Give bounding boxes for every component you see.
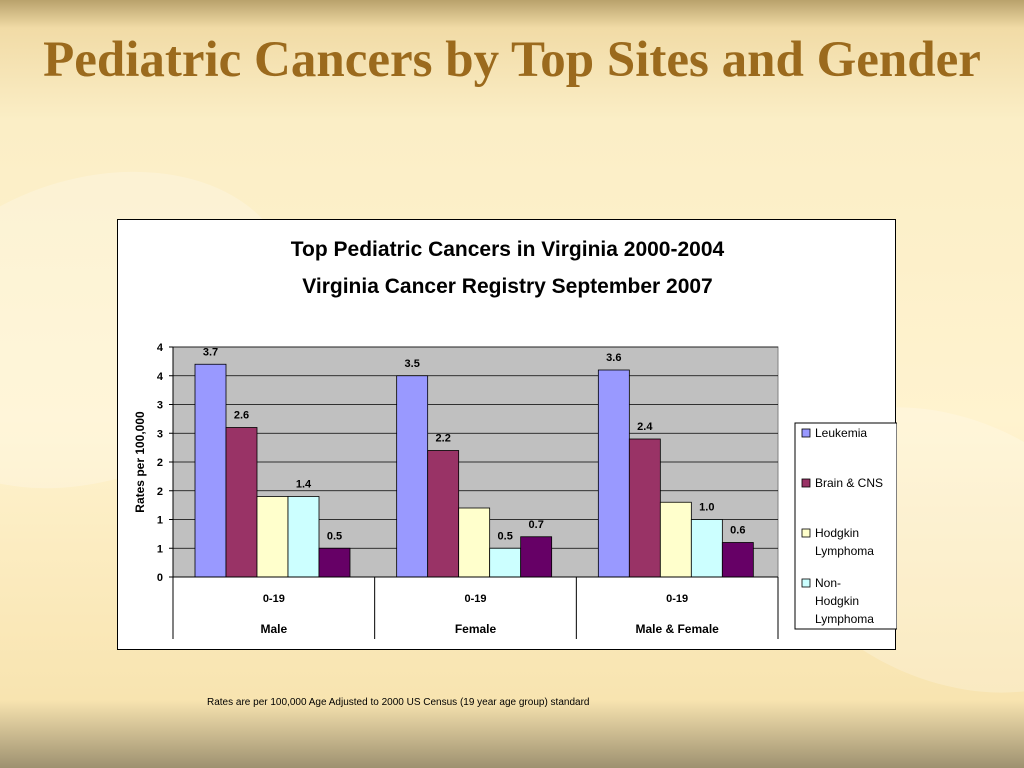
x-tick-label: 0-19	[666, 593, 688, 605]
data-label: 3.7	[203, 346, 218, 358]
y-tick-label: 4	[157, 342, 164, 354]
legend-swatch	[801, 428, 811, 438]
legend-label: Lymphoma	[815, 612, 874, 626]
legend-label: Non-	[815, 576, 841, 590]
legend-label: Brain & CNS	[815, 476, 883, 490]
legend-label: Lymphoma	[815, 544, 874, 558]
bar	[520, 536, 553, 578]
bar	[318, 547, 351, 578]
x-group-label: Female	[455, 622, 497, 636]
y-tick-label: 1	[157, 543, 163, 555]
data-label: 0.5	[327, 530, 342, 542]
bar	[628, 438, 661, 578]
y-tick-label: 0	[157, 572, 163, 584]
bar	[721, 542, 754, 578]
bar	[458, 507, 491, 578]
legend-label: Leukemia	[815, 426, 867, 440]
bar	[287, 496, 320, 578]
bar	[690, 519, 723, 578]
data-label: 1.0	[699, 502, 714, 514]
data-label: 2.6	[234, 410, 249, 422]
y-tick-label: 3	[157, 428, 163, 440]
bar	[427, 450, 460, 578]
y-tick-label: 2	[157, 486, 163, 498]
bar	[194, 363, 227, 578]
slide-title: Pediatric Cancers by Top Sites and Gende…	[43, 32, 981, 88]
legend-label: Hodgkin	[815, 526, 859, 540]
data-label: 1.4	[296, 479, 312, 491]
bar	[256, 496, 289, 578]
y-axis-label: Rates per 100,000	[133, 411, 147, 513]
legend-swatch	[801, 478, 811, 488]
legend	[794, 422, 897, 630]
x-group-label: Male	[260, 622, 287, 636]
x-tick-label: 0-19	[263, 593, 285, 605]
legend-swatch	[801, 528, 811, 538]
bar	[597, 369, 630, 578]
data-label: 2.4	[637, 421, 653, 433]
bar	[225, 427, 258, 578]
chart-subtitle: Virginia Cancer Registry September 2007	[302, 275, 713, 298]
y-tick-label: 3	[157, 400, 163, 412]
data-label: 0.5	[498, 530, 513, 542]
legend-swatch	[801, 578, 811, 588]
chart-title: Top Pediatric Cancers in Virginia 2000-2…	[290, 238, 725, 261]
y-tick-label: 2	[157, 457, 163, 469]
data-label: 3.6	[606, 352, 621, 364]
x-tick-label: 0-19	[464, 593, 486, 605]
data-label: 0.7	[529, 519, 544, 531]
chart-panel: Top Pediatric Cancers in Virginia 2000-2…	[117, 219, 897, 650]
data-label: 2.2	[436, 433, 451, 445]
bar-chart: 0 1 1 2 2 3 3 4 4 Rates per 100,000 3.7 3.5 3.6 2.6 2.…	[133, 342, 897, 639]
legend-label: Hodgkin	[815, 594, 859, 608]
bar	[659, 501, 692, 578]
footnote: Rates are per 100,000 Age Adjusted to 20…	[207, 697, 590, 708]
data-label: 0.6	[730, 525, 745, 537]
bar	[396, 375, 429, 578]
x-group-label: Male & Female	[635, 622, 719, 636]
bar	[489, 547, 522, 578]
y-tick-label: 4	[157, 371, 164, 383]
data-label: 3.5	[405, 358, 420, 370]
y-tick-label: 1	[157, 515, 163, 527]
